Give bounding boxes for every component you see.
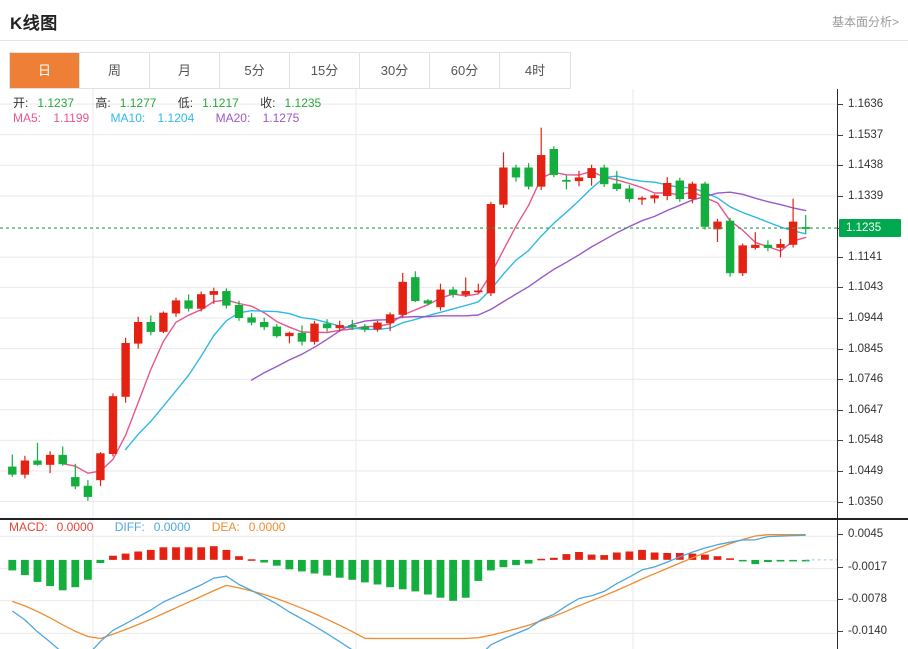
axis-tick-mark <box>838 598 843 600</box>
axis-tick-mark <box>838 631 843 633</box>
price-axis-tick: 1.1141 <box>848 251 883 264</box>
axis-tick-mark <box>838 165 843 167</box>
axis-tick-mark <box>838 287 843 289</box>
price-axis-tick: 1.0845 <box>848 342 884 355</box>
candlestick-canvas <box>0 89 837 517</box>
axis-tick-mark <box>838 134 843 136</box>
price-axis-tick: 1.0647 <box>848 403 884 416</box>
macd-chart-panel[interactable] <box>0 518 837 649</box>
page-title: K线图 <box>10 14 58 33</box>
price-axis-tick: 1.1043 <box>848 281 884 294</box>
tab-4hour[interactable]: 4时 <box>500 53 570 88</box>
axis-tick-mark <box>838 409 843 411</box>
price-axis-tick: 1.0548 <box>848 434 884 447</box>
current-price-badge: 1.1235 <box>839 219 901 238</box>
price-axis-tick: 1.1339 <box>848 189 884 202</box>
tab-week[interactable]: 周 <box>80 53 150 88</box>
tab-month[interactable]: 月 <box>150 53 220 88</box>
price-axis-tick: 1.1636 <box>848 98 884 111</box>
price-axis: 1.1636 1.1537 1.1438 1.1339 1.1235 1.1141 1.10… <box>837 89 908 649</box>
macd-axis-tick: -0.0078 <box>848 592 888 605</box>
price-axis-tick: 1.0746 <box>848 373 884 386</box>
macd-axis-tick: -0.0140 <box>848 625 888 638</box>
axis-tick-mark <box>838 501 843 503</box>
axis-tick-mark <box>838 348 843 350</box>
axis-tick-mark <box>838 566 843 568</box>
axis-tick-mark <box>838 440 843 442</box>
price-axis-tick: 1.0944 <box>848 311 884 324</box>
widget-header: K线图 基本面分析> <box>0 0 908 41</box>
axis-tick-mark <box>838 104 843 106</box>
axis-tick-mark <box>838 257 843 259</box>
fundamental-analysis-link[interactable]: 基本面分析> <box>831 15 899 29</box>
tab-day[interactable]: 日 <box>10 53 80 88</box>
timeframe-tab-bar: 日 周 月 5分 15分 30分 60分 4时 <box>9 52 571 89</box>
axis-tick-mark <box>838 534 843 536</box>
tab-30min[interactable]: 30分 <box>360 53 430 88</box>
price-chart-panel[interactable] <box>0 89 837 517</box>
macd-canvas <box>0 520 837 649</box>
axis-tick-mark <box>838 195 843 197</box>
tab-60min[interactable]: 60分 <box>430 53 500 88</box>
macd-axis-tick: -0.0017 <box>848 560 888 573</box>
axis-tick-mark <box>838 379 843 381</box>
axis-divider <box>837 518 908 520</box>
price-axis-tick: 1.0449 <box>848 464 884 477</box>
price-axis-tick: 1.0350 <box>848 495 884 508</box>
tab-5min[interactable]: 5分 <box>220 53 290 88</box>
axis-tick-mark <box>838 470 843 472</box>
price-axis-tick: 1.1537 <box>848 128 884 141</box>
tab-15min[interactable]: 15分 <box>290 53 360 88</box>
macd-axis-tick: 0.0045 <box>848 528 884 541</box>
axis-tick-mark <box>838 317 843 319</box>
price-axis-tick: 1.1438 <box>848 159 884 172</box>
